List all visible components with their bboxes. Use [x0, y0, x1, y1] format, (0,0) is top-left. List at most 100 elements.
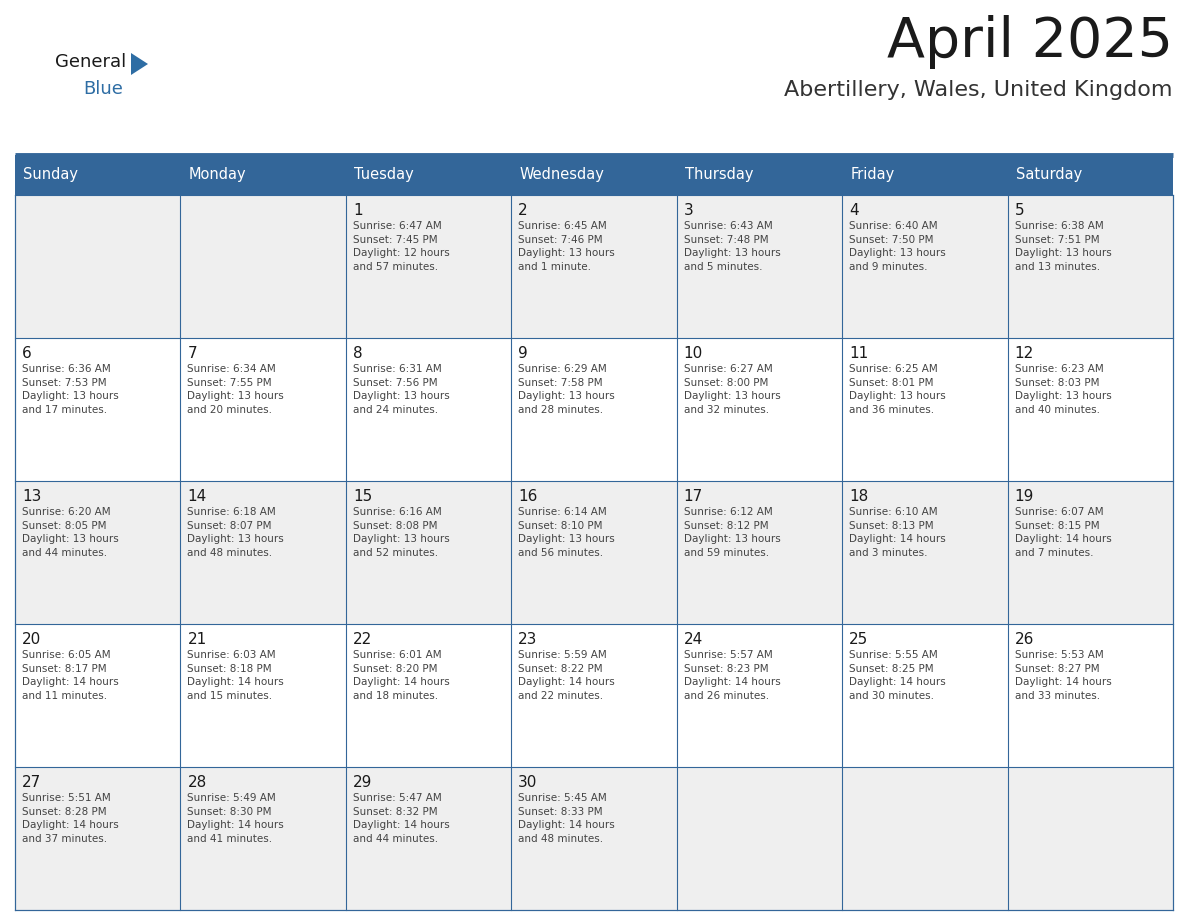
Text: Sunrise: 6:18 AM
Sunset: 8:07 PM
Daylight: 13 hours
and 48 minutes.: Sunrise: 6:18 AM Sunset: 8:07 PM Dayligh…	[188, 507, 284, 558]
Text: April 2025: April 2025	[887, 15, 1173, 69]
Text: 25: 25	[849, 632, 868, 647]
Text: Sunrise: 6:05 AM
Sunset: 8:17 PM
Daylight: 14 hours
and 11 minutes.: Sunrise: 6:05 AM Sunset: 8:17 PM Dayligh…	[23, 650, 119, 700]
Bar	[181, 338, 346, 481]
Bar	[15, 195, 181, 338]
Text: 23: 23	[518, 632, 538, 647]
Text: Sunrise: 5:45 AM
Sunset: 8:33 PM
Daylight: 14 hours
and 48 minutes.: Sunrise: 5:45 AM Sunset: 8:33 PM Dayligh…	[518, 793, 615, 844]
Text: Sunrise: 6:45 AM
Sunset: 7:46 PM
Daylight: 13 hours
and 1 minute.: Sunrise: 6:45 AM Sunset: 7:46 PM Dayligh…	[518, 221, 615, 272]
Bar	[677, 481, 842, 624]
Text: 4: 4	[849, 203, 859, 218]
Text: Sunrise: 6:01 AM
Sunset: 8:20 PM
Daylight: 14 hours
and 18 minutes.: Sunrise: 6:01 AM Sunset: 8:20 PM Dayligh…	[353, 650, 449, 700]
Text: Thursday: Thursday	[684, 167, 753, 183]
Bar	[511, 195, 677, 338]
Text: Sunrise: 5:57 AM
Sunset: 8:23 PM
Daylight: 14 hours
and 26 minutes.: Sunrise: 5:57 AM Sunset: 8:23 PM Dayligh…	[684, 650, 781, 700]
Bar	[842, 338, 1007, 481]
Bar	[1007, 481, 1173, 624]
Text: 3: 3	[684, 203, 694, 218]
Polygon shape	[131, 53, 148, 75]
Text: Friday: Friday	[851, 167, 895, 183]
Bar	[346, 338, 511, 481]
Text: 30: 30	[518, 775, 538, 790]
Bar	[677, 767, 842, 910]
Text: 29: 29	[353, 775, 372, 790]
Text: 6: 6	[23, 346, 32, 361]
Bar	[181, 195, 346, 338]
Bar	[842, 767, 1007, 910]
Text: Sunrise: 6:36 AM
Sunset: 7:53 PM
Daylight: 13 hours
and 17 minutes.: Sunrise: 6:36 AM Sunset: 7:53 PM Dayligh…	[23, 364, 119, 415]
Bar	[15, 338, 181, 481]
Text: 12: 12	[1015, 346, 1034, 361]
Bar	[511, 624, 677, 767]
Bar	[15, 155, 1173, 195]
Text: Sunrise: 5:51 AM
Sunset: 8:28 PM
Daylight: 14 hours
and 37 minutes.: Sunrise: 5:51 AM Sunset: 8:28 PM Dayligh…	[23, 793, 119, 844]
Bar	[1007, 624, 1173, 767]
Bar	[1007, 767, 1173, 910]
Text: 26: 26	[1015, 632, 1034, 647]
Text: Sunrise: 5:53 AM
Sunset: 8:27 PM
Daylight: 14 hours
and 33 minutes.: Sunrise: 5:53 AM Sunset: 8:27 PM Dayligh…	[1015, 650, 1111, 700]
Text: Sunrise: 6:27 AM
Sunset: 8:00 PM
Daylight: 13 hours
and 32 minutes.: Sunrise: 6:27 AM Sunset: 8:00 PM Dayligh…	[684, 364, 781, 415]
Text: Abertillery, Wales, United Kingdom: Abertillery, Wales, United Kingdom	[784, 80, 1173, 100]
Text: Sunrise: 6:29 AM
Sunset: 7:58 PM
Daylight: 13 hours
and 28 minutes.: Sunrise: 6:29 AM Sunset: 7:58 PM Dayligh…	[518, 364, 615, 415]
Text: 14: 14	[188, 489, 207, 504]
Bar	[842, 624, 1007, 767]
Text: 15: 15	[353, 489, 372, 504]
Bar	[346, 195, 511, 338]
Text: Tuesday: Tuesday	[354, 167, 413, 183]
Text: Sunrise: 6:10 AM
Sunset: 8:13 PM
Daylight: 14 hours
and 3 minutes.: Sunrise: 6:10 AM Sunset: 8:13 PM Dayligh…	[849, 507, 946, 558]
Bar	[1007, 195, 1173, 338]
Text: Sunrise: 6:16 AM
Sunset: 8:08 PM
Daylight: 13 hours
and 52 minutes.: Sunrise: 6:16 AM Sunset: 8:08 PM Dayligh…	[353, 507, 449, 558]
Bar	[181, 767, 346, 910]
Text: 13: 13	[23, 489, 42, 504]
Bar	[1007, 338, 1173, 481]
Text: Sunrise: 5:59 AM
Sunset: 8:22 PM
Daylight: 14 hours
and 22 minutes.: Sunrise: 5:59 AM Sunset: 8:22 PM Dayligh…	[518, 650, 615, 700]
Text: 16: 16	[518, 489, 538, 504]
Text: 9: 9	[518, 346, 527, 361]
Text: Sunrise: 6:40 AM
Sunset: 7:50 PM
Daylight: 13 hours
and 9 minutes.: Sunrise: 6:40 AM Sunset: 7:50 PM Dayligh…	[849, 221, 946, 272]
Text: 27: 27	[23, 775, 42, 790]
Text: Sunday: Sunday	[23, 167, 78, 183]
Text: 11: 11	[849, 346, 868, 361]
Text: 8: 8	[353, 346, 362, 361]
Bar	[677, 624, 842, 767]
Bar	[511, 481, 677, 624]
Text: 28: 28	[188, 775, 207, 790]
Bar	[677, 338, 842, 481]
Text: 17: 17	[684, 489, 703, 504]
Text: Sunrise: 6:38 AM
Sunset: 7:51 PM
Daylight: 13 hours
and 13 minutes.: Sunrise: 6:38 AM Sunset: 7:51 PM Dayligh…	[1015, 221, 1111, 272]
Bar	[346, 767, 511, 910]
Text: 7: 7	[188, 346, 197, 361]
Bar	[181, 624, 346, 767]
Text: Sunrise: 5:47 AM
Sunset: 8:32 PM
Daylight: 14 hours
and 44 minutes.: Sunrise: 5:47 AM Sunset: 8:32 PM Dayligh…	[353, 793, 449, 844]
Text: Sunrise: 6:43 AM
Sunset: 7:48 PM
Daylight: 13 hours
and 5 minutes.: Sunrise: 6:43 AM Sunset: 7:48 PM Dayligh…	[684, 221, 781, 272]
Text: Sunrise: 6:25 AM
Sunset: 8:01 PM
Daylight: 13 hours
and 36 minutes.: Sunrise: 6:25 AM Sunset: 8:01 PM Dayligh…	[849, 364, 946, 415]
Bar	[677, 195, 842, 338]
Text: 20: 20	[23, 632, 42, 647]
Text: 24: 24	[684, 632, 703, 647]
Text: Sunrise: 6:03 AM
Sunset: 8:18 PM
Daylight: 14 hours
and 15 minutes.: Sunrise: 6:03 AM Sunset: 8:18 PM Dayligh…	[188, 650, 284, 700]
Text: Saturday: Saturday	[1016, 167, 1082, 183]
Text: Sunrise: 6:31 AM
Sunset: 7:56 PM
Daylight: 13 hours
and 24 minutes.: Sunrise: 6:31 AM Sunset: 7:56 PM Dayligh…	[353, 364, 449, 415]
Text: Sunrise: 6:14 AM
Sunset: 8:10 PM
Daylight: 13 hours
and 56 minutes.: Sunrise: 6:14 AM Sunset: 8:10 PM Dayligh…	[518, 507, 615, 558]
Text: General: General	[55, 53, 126, 71]
Bar	[15, 481, 181, 624]
Text: 18: 18	[849, 489, 868, 504]
Text: Sunrise: 5:55 AM
Sunset: 8:25 PM
Daylight: 14 hours
and 30 minutes.: Sunrise: 5:55 AM Sunset: 8:25 PM Dayligh…	[849, 650, 946, 700]
Text: 21: 21	[188, 632, 207, 647]
Bar	[15, 624, 181, 767]
Text: 1: 1	[353, 203, 362, 218]
Bar	[181, 481, 346, 624]
Text: Wednesday: Wednesday	[519, 167, 605, 183]
Text: Sunrise: 6:12 AM
Sunset: 8:12 PM
Daylight: 13 hours
and 59 minutes.: Sunrise: 6:12 AM Sunset: 8:12 PM Dayligh…	[684, 507, 781, 558]
Text: Monday: Monday	[189, 167, 246, 183]
Bar	[842, 195, 1007, 338]
Text: 19: 19	[1015, 489, 1034, 504]
Bar	[511, 338, 677, 481]
Text: 2: 2	[518, 203, 527, 218]
Bar	[346, 624, 511, 767]
Text: 10: 10	[684, 346, 703, 361]
Text: Sunrise: 6:23 AM
Sunset: 8:03 PM
Daylight: 13 hours
and 40 minutes.: Sunrise: 6:23 AM Sunset: 8:03 PM Dayligh…	[1015, 364, 1111, 415]
Text: 22: 22	[353, 632, 372, 647]
Bar	[15, 767, 181, 910]
Bar	[511, 767, 677, 910]
Text: Sunrise: 6:20 AM
Sunset: 8:05 PM
Daylight: 13 hours
and 44 minutes.: Sunrise: 6:20 AM Sunset: 8:05 PM Dayligh…	[23, 507, 119, 558]
